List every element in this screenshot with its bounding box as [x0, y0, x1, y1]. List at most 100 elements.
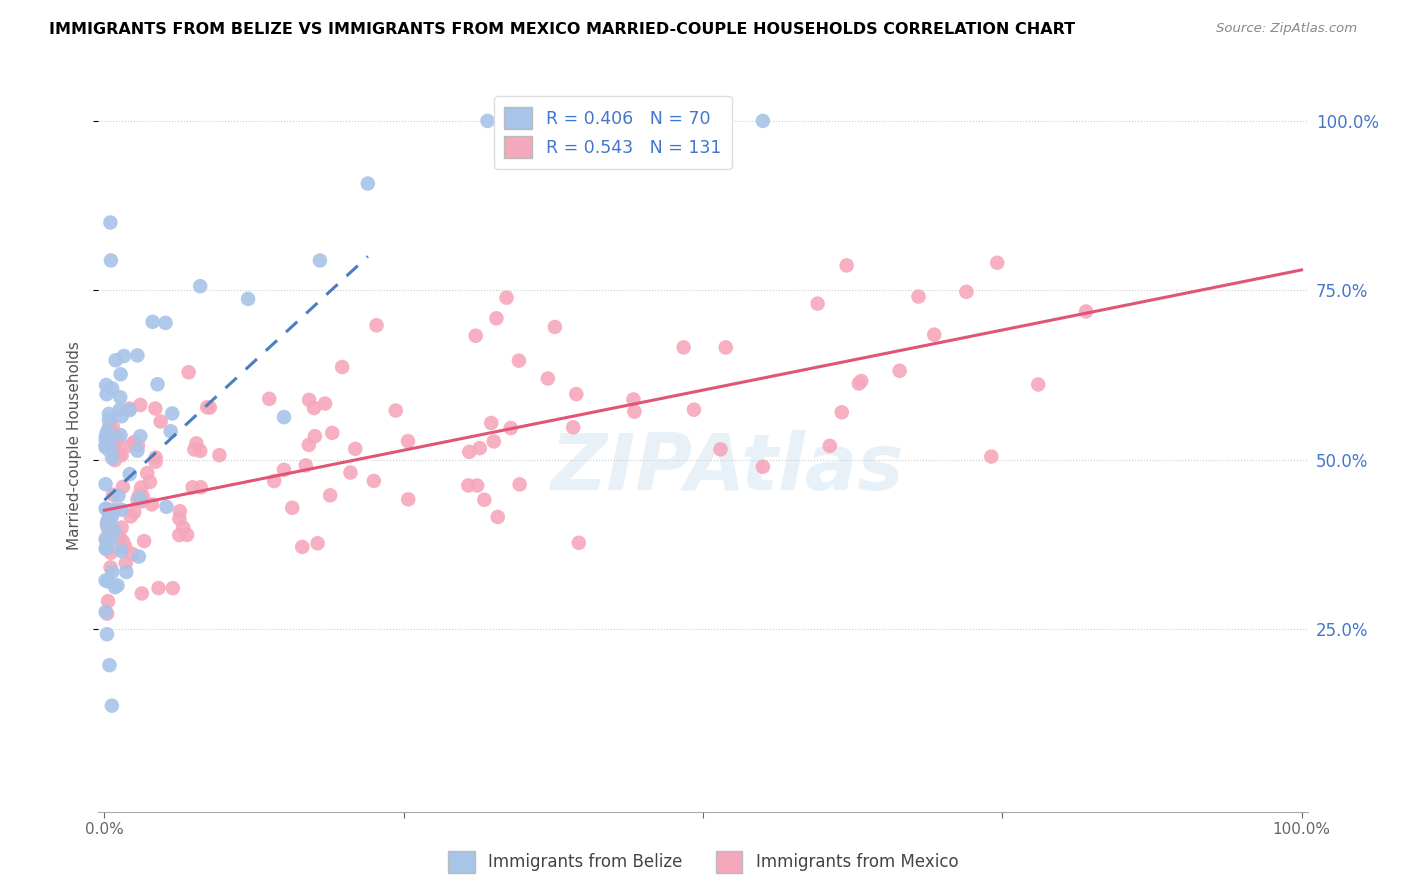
Point: [139, 475, 162, 489]
Point: [509, 477, 531, 491]
Point: [96, 378, 118, 392]
Point: [314, 396, 336, 410]
Point: [101, 381, 124, 395]
Point: [97, 574, 120, 589]
Point: [142, 315, 165, 329]
Point: [129, 481, 152, 495]
Point: [107, 489, 129, 503]
Point: [127, 492, 149, 507]
Point: [103, 523, 125, 537]
Point: [319, 488, 342, 502]
Point: [96, 627, 118, 641]
Point: [330, 359, 353, 374]
Point: [568, 536, 591, 550]
Point: [104, 429, 127, 443]
Point: [485, 311, 508, 326]
Point: [128, 549, 150, 564]
Point: [537, 371, 560, 385]
Point: [464, 328, 486, 343]
Point: [172, 520, 194, 534]
Point: [835, 259, 858, 273]
Point: [922, 327, 945, 342]
Point: [281, 500, 304, 515]
Point: [112, 349, 135, 363]
Point: [111, 409, 134, 424]
Point: [183, 442, 205, 457]
Point: [100, 442, 122, 457]
Point: [831, 405, 853, 419]
Point: [96, 542, 118, 557]
Point: [112, 534, 135, 549]
Point: [100, 533, 122, 547]
Point: [97, 513, 120, 527]
Point: [107, 578, 129, 592]
Point: [623, 392, 645, 407]
Point: [101, 419, 124, 434]
Point: [121, 547, 143, 561]
Point: [486, 510, 509, 524]
Point: [141, 498, 163, 512]
Point: [110, 502, 132, 516]
Point: [709, 442, 731, 457]
Point: [752, 114, 775, 128]
Point: [97, 413, 120, 427]
Point: [127, 348, 149, 362]
Point: [980, 450, 1002, 464]
Point: [848, 376, 870, 391]
Point: [309, 253, 332, 268]
Point: [118, 401, 141, 416]
Y-axis label: Married-couple Households: Married-couple Households: [67, 342, 83, 550]
Point: [105, 433, 128, 447]
Point: [752, 459, 775, 474]
Point: [672, 340, 695, 354]
Point: [98, 513, 121, 527]
Point: [198, 401, 221, 415]
Point: [129, 398, 152, 412]
Point: [100, 560, 122, 574]
Point: [167, 528, 190, 542]
Point: [472, 492, 495, 507]
Point: [114, 556, 136, 570]
Point: [357, 177, 380, 191]
Point: [120, 509, 142, 524]
Point: [565, 387, 588, 401]
Point: [101, 504, 124, 518]
Point: [482, 434, 505, 449]
Point: [155, 500, 177, 514]
Point: [145, 455, 167, 469]
Point: [110, 390, 132, 404]
Point: [366, 318, 388, 333]
Point: [363, 474, 385, 488]
Point: [110, 447, 132, 461]
Point: [118, 467, 141, 482]
Point: [110, 428, 132, 442]
Point: [101, 565, 124, 579]
Point: [190, 480, 212, 494]
Point: [155, 316, 177, 330]
Point: [100, 507, 122, 521]
Point: [298, 392, 321, 407]
Point: [145, 450, 167, 465]
Point: [181, 480, 204, 494]
Point: [96, 539, 118, 553]
Point: [94, 440, 117, 454]
Point: [143, 401, 166, 416]
Point: [129, 429, 152, 443]
Point: [291, 540, 314, 554]
Point: [100, 215, 122, 229]
Point: [132, 489, 155, 503]
Point: [236, 292, 259, 306]
Point: [94, 541, 117, 556]
Point: [195, 401, 218, 415]
Point: [111, 540, 134, 554]
Point: [114, 540, 136, 554]
Point: [131, 586, 153, 600]
Point: [98, 658, 121, 673]
Point: [96, 520, 118, 534]
Point: [384, 403, 406, 417]
Point: [104, 453, 127, 467]
Point: [544, 320, 567, 334]
Point: [96, 516, 118, 531]
Point: [127, 443, 149, 458]
Point: [96, 530, 118, 544]
